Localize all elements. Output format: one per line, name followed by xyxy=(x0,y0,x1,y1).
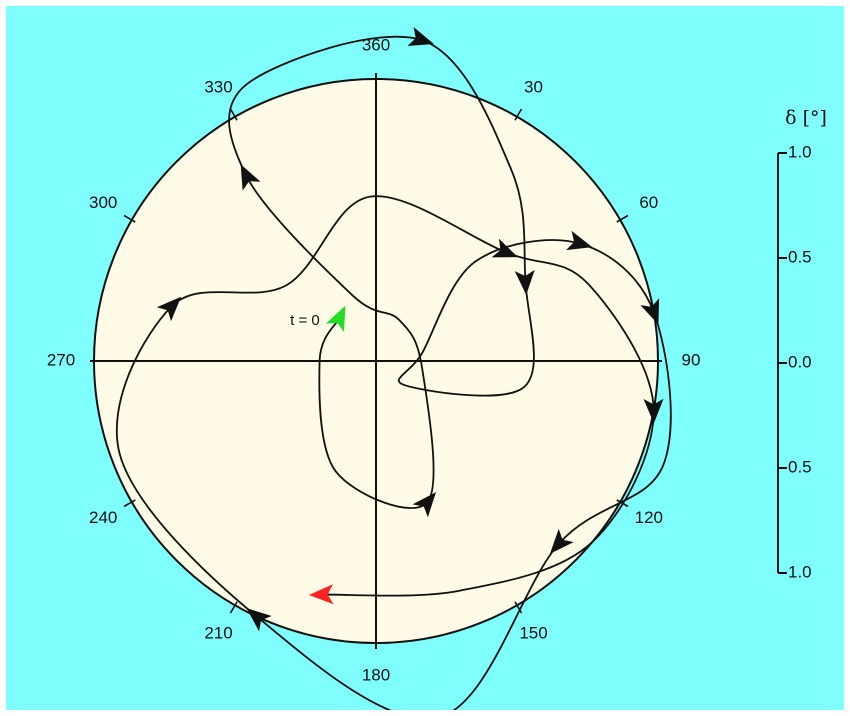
angle-label-150: 150 xyxy=(519,623,547,642)
angle-tick xyxy=(229,601,238,614)
angle-label-300: 300 xyxy=(89,193,117,212)
polar-plot: 360 30 60 90 120 150 180 210 240 270 300 330 t = 0 δ… xyxy=(47,26,827,710)
angle-tick xyxy=(514,601,523,614)
start-marker xyxy=(325,305,346,333)
angle-label-30: 30 xyxy=(524,78,543,97)
angle-tick xyxy=(514,108,523,121)
scale-tick-label: 1.0 xyxy=(788,562,812,581)
start-label: t = 0 xyxy=(290,312,320,329)
angle-label-180: 180 xyxy=(362,665,390,684)
angle-label-270: 270 xyxy=(47,350,75,369)
angle-label-60: 60 xyxy=(639,193,658,212)
direction-arrow xyxy=(514,269,535,295)
direction-arrow xyxy=(156,296,182,322)
angle-label-360: 360 xyxy=(362,35,390,54)
direction-arrow xyxy=(240,164,261,191)
angle-tick xyxy=(229,108,238,121)
angle-label-210: 210 xyxy=(204,623,232,642)
direction-arrow xyxy=(640,298,660,325)
scale-tick-label: 0.5 xyxy=(788,457,812,476)
direction-arrow xyxy=(549,528,574,554)
direction-arrow xyxy=(246,608,272,632)
scale-unit-label: δ [°] xyxy=(785,107,827,129)
scale-tick-label: 1.0 xyxy=(788,142,812,161)
chart-figure: 360 30 60 90 120 150 180 210 240 270 300 330 t = 0 δ… xyxy=(6,6,844,710)
angle-label-330: 330 xyxy=(204,78,232,97)
direction-arrow xyxy=(412,492,436,518)
angle-label-90: 90 xyxy=(682,350,701,369)
scale-tick-label: 0.0 xyxy=(788,352,812,371)
angle-tick xyxy=(616,214,629,223)
direction-arrow xyxy=(407,26,434,47)
scale-tick-label: 0.5 xyxy=(788,247,812,266)
direction-arrow xyxy=(566,230,593,251)
direction-arrow xyxy=(643,398,664,424)
angle-label-120: 120 xyxy=(635,508,663,527)
angle-label-240: 240 xyxy=(89,508,117,527)
angle-tick xyxy=(123,499,136,508)
angle-tick xyxy=(123,214,136,223)
end-marker xyxy=(308,584,334,605)
direction-arrow xyxy=(491,238,518,258)
